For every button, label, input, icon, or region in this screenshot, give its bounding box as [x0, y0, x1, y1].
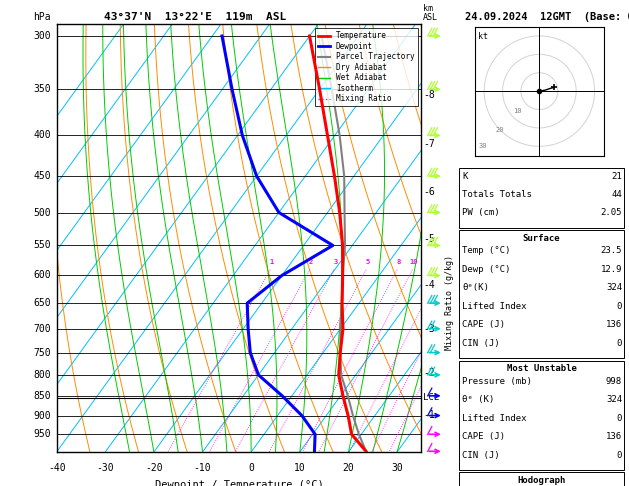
Text: 950: 950 [33, 429, 51, 439]
Text: -10: -10 [194, 463, 211, 473]
Text: CAPE (J): CAPE (J) [462, 320, 505, 330]
Text: 0: 0 [616, 451, 622, 460]
Text: Dewp (°C): Dewp (°C) [462, 265, 511, 274]
Text: -5: -5 [423, 234, 435, 244]
Text: K: K [462, 172, 468, 181]
Text: -1: -1 [423, 410, 435, 420]
Text: hPa: hPa [33, 12, 50, 22]
Text: 30: 30 [391, 463, 403, 473]
Text: 30: 30 [479, 143, 487, 149]
Text: -8: -8 [423, 90, 435, 100]
Text: -4: -4 [423, 280, 435, 290]
Text: 21: 21 [611, 172, 622, 181]
Text: Mixing Ratio (g/kg): Mixing Ratio (g/kg) [445, 255, 454, 350]
Text: 20: 20 [495, 126, 504, 133]
Text: θᵉ (K): θᵉ (K) [462, 395, 494, 404]
Text: θᵉ(K): θᵉ(K) [462, 283, 489, 293]
Text: CIN (J): CIN (J) [462, 339, 500, 348]
Text: Lifted Index: Lifted Index [462, 302, 527, 311]
Text: 350: 350 [33, 84, 51, 94]
Text: Most Unstable: Most Unstable [506, 364, 577, 373]
Text: 5: 5 [365, 259, 370, 264]
Text: CIN (J): CIN (J) [462, 451, 500, 460]
Text: Hodograph: Hodograph [518, 476, 565, 485]
Text: Dewpoint / Temperature (°C): Dewpoint / Temperature (°C) [155, 480, 323, 486]
Text: -20: -20 [145, 463, 163, 473]
Text: 800: 800 [33, 370, 51, 380]
Text: PW (cm): PW (cm) [462, 208, 500, 218]
Text: Lifted Index: Lifted Index [462, 414, 527, 423]
Text: 0: 0 [616, 339, 622, 348]
Text: 136: 136 [606, 432, 622, 441]
Text: 450: 450 [33, 171, 51, 181]
Text: 0: 0 [616, 302, 622, 311]
Text: 1: 1 [270, 259, 274, 264]
Text: 10: 10 [409, 259, 418, 264]
Legend: Temperature, Dewpoint, Parcel Trajectory, Dry Adiabat, Wet Adiabat, Isotherm, Mi: Temperature, Dewpoint, Parcel Trajectory… [315, 28, 418, 106]
Text: 3: 3 [333, 259, 338, 264]
Text: kt: kt [477, 32, 487, 41]
Text: 0: 0 [248, 463, 254, 473]
Text: -6: -6 [423, 187, 435, 197]
Text: CAPE (J): CAPE (J) [462, 432, 505, 441]
Text: 24.09.2024  12GMT  (Base: 00): 24.09.2024 12GMT (Base: 00) [465, 12, 629, 22]
Text: 600: 600 [33, 271, 51, 280]
Text: 500: 500 [33, 208, 51, 218]
Text: 2: 2 [309, 259, 313, 264]
Text: 324: 324 [606, 395, 622, 404]
Text: -2: -2 [423, 368, 435, 378]
Text: 2.05: 2.05 [601, 208, 622, 218]
Text: km
ASL: km ASL [423, 4, 438, 22]
Text: 750: 750 [33, 347, 51, 358]
Text: 12.9: 12.9 [601, 265, 622, 274]
Text: -30: -30 [96, 463, 114, 473]
Text: -40: -40 [48, 463, 65, 473]
Text: 20: 20 [343, 463, 354, 473]
Text: -3: -3 [423, 324, 435, 334]
Text: 900: 900 [33, 411, 51, 420]
Text: 324: 324 [606, 283, 622, 293]
Text: 400: 400 [33, 130, 51, 140]
Text: Surface: Surface [523, 234, 560, 243]
Text: 44: 44 [611, 190, 622, 199]
Text: 0: 0 [616, 414, 622, 423]
Text: 550: 550 [33, 241, 51, 250]
Text: Temp (°C): Temp (°C) [462, 246, 511, 256]
Text: 8: 8 [397, 259, 401, 264]
Text: LCL: LCL [423, 393, 440, 402]
Text: 43°37'N  13°22'E  119m  ASL: 43°37'N 13°22'E 119m ASL [104, 12, 286, 22]
Text: 10: 10 [514, 108, 522, 114]
Text: 23.5: 23.5 [601, 246, 622, 256]
Text: -7: -7 [423, 139, 435, 149]
Text: 650: 650 [33, 298, 51, 308]
Text: 10: 10 [294, 463, 306, 473]
Text: Pressure (mb): Pressure (mb) [462, 377, 532, 386]
Text: 998: 998 [606, 377, 622, 386]
Text: 700: 700 [33, 324, 51, 334]
Text: 136: 136 [606, 320, 622, 330]
Text: 850: 850 [33, 391, 51, 401]
Text: 300: 300 [33, 31, 51, 41]
Text: Totals Totals: Totals Totals [462, 190, 532, 199]
